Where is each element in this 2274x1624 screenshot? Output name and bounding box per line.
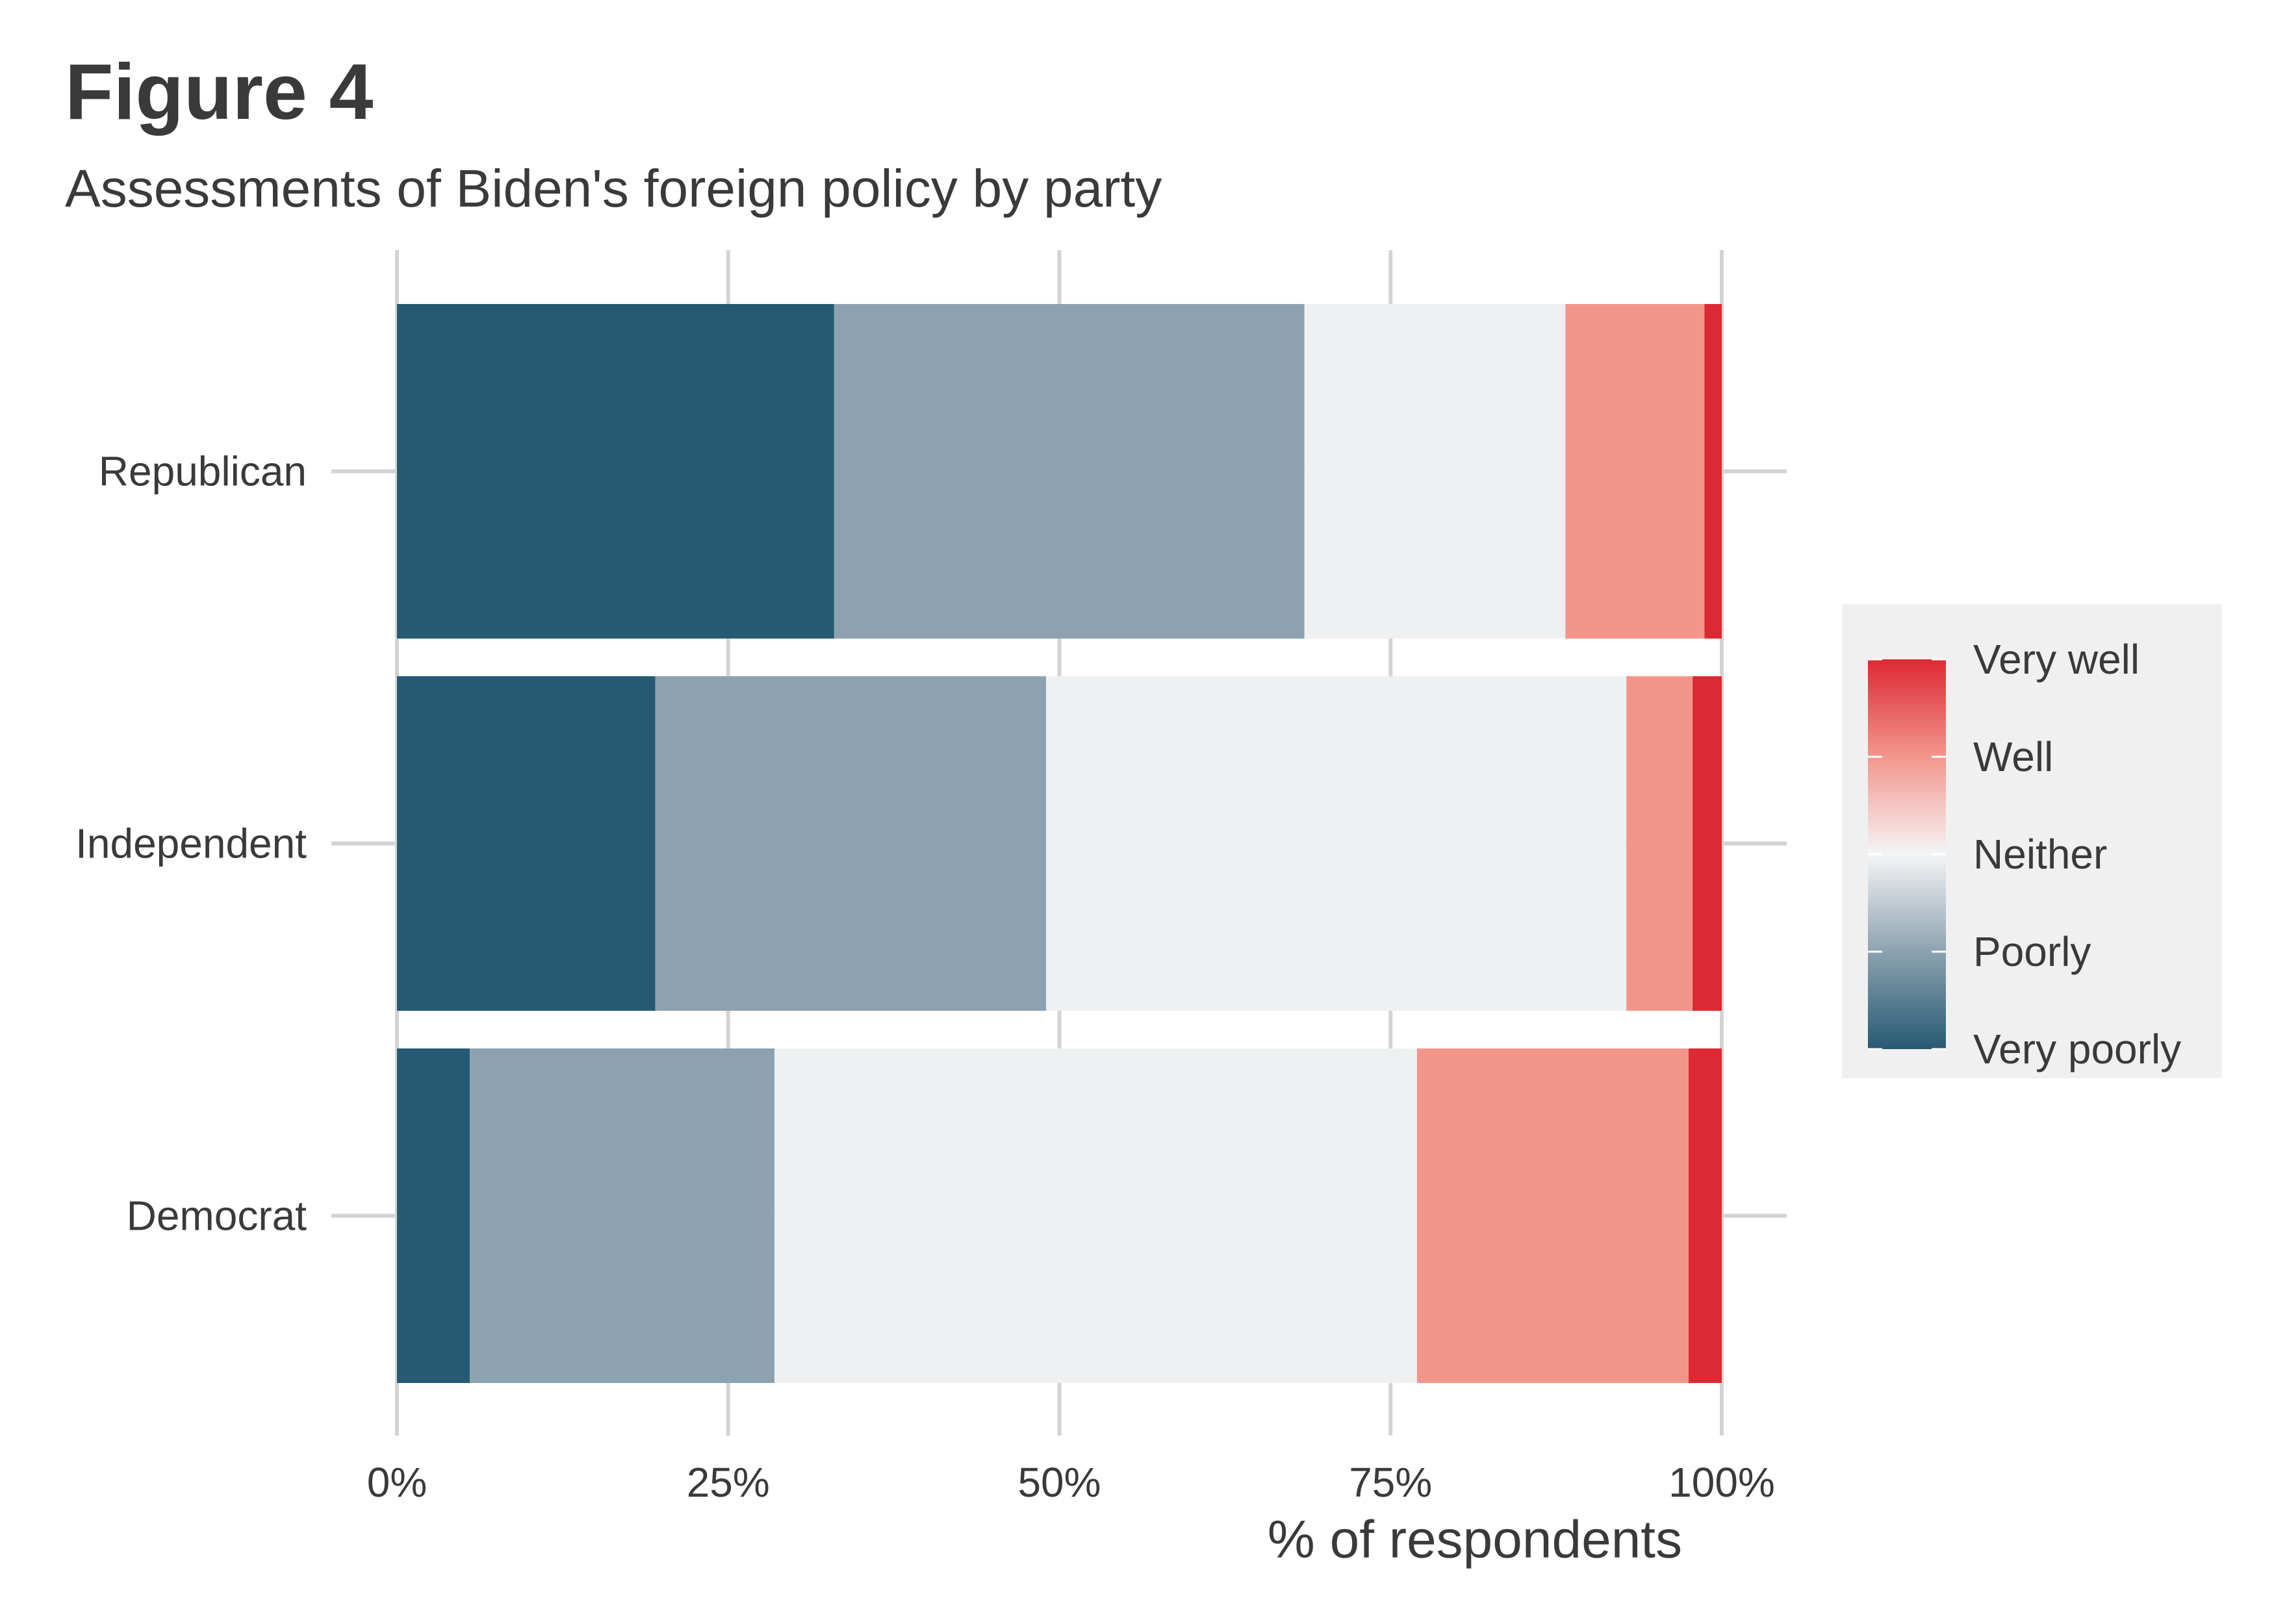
x-tick-label-50: 50% xyxy=(1017,1459,1101,1506)
bar-republican-neither xyxy=(1304,304,1566,639)
x-axis-label: % of respondents xyxy=(1268,1510,1682,1569)
figure-subtitle: Assessments of Biden's foreign policy by… xyxy=(65,159,1162,218)
bar-independent-very-well xyxy=(1693,676,1722,1011)
bar-democrat-well xyxy=(1417,1048,1689,1383)
bar-independent-neither xyxy=(1046,676,1627,1011)
legend-label-very-poorly: Very poorly xyxy=(1973,1026,2181,1072)
legend: Very well Well Neither Poorly Very poorly xyxy=(1842,604,2222,1078)
axis-layer: Republican Independent Democrat 0% 25% 50% 75%… xyxy=(75,448,1775,1569)
bar-democrat-neither xyxy=(774,1048,1418,1383)
legend-label-poorly: Poorly xyxy=(1973,928,2091,975)
bar-democrat-very-well xyxy=(1689,1048,1722,1383)
bar-republican-very-poorly xyxy=(397,304,834,639)
legend-label-well: Well xyxy=(1973,733,2053,780)
bar-republican-well xyxy=(1565,304,1705,639)
x-tick-label-0: 0% xyxy=(367,1459,428,1506)
bar-independent-well xyxy=(1626,676,1693,1011)
legend-label-neither: Neither xyxy=(1973,831,2107,878)
bar-democrat-poorly xyxy=(470,1048,775,1383)
x-tick-label-100: 100% xyxy=(1668,1459,1775,1506)
category-label-independent: Independent xyxy=(75,820,307,867)
bar-independent-very-poorly xyxy=(397,676,656,1011)
figure-title: Figure 4 xyxy=(65,47,374,136)
category-label-democrat: Democrat xyxy=(127,1193,307,1239)
category-label-republican: Republican xyxy=(99,448,307,495)
x-tick-label-75: 75% xyxy=(1349,1459,1432,1506)
bar-republican-very-well xyxy=(1704,304,1722,639)
legend-label-very-well: Very well xyxy=(1973,636,2140,683)
bars-layer xyxy=(397,304,1722,1383)
bar-independent-poorly xyxy=(655,676,1047,1011)
x-tick-label-25: 25% xyxy=(687,1459,770,1506)
bar-democrat-very-poorly xyxy=(397,1048,470,1383)
bar-republican-poorly xyxy=(834,304,1305,639)
